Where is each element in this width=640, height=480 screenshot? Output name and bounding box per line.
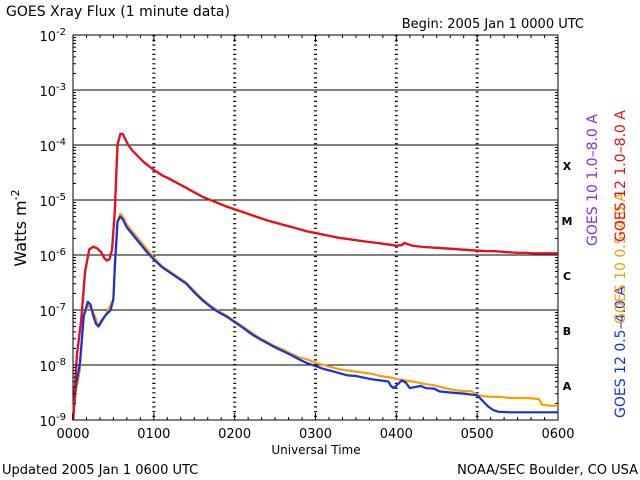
flare-class-labels: X M C B A — [562, 160, 573, 393]
x-tick-label: 0600 — [541, 427, 574, 442]
y-tick-label: 10-3 — [39, 82, 66, 100]
y-tick-base: 10 — [39, 30, 56, 45]
legend-entry: GOES 12 0.5–4.0 A — [613, 286, 629, 418]
series-layer — [71, 132, 558, 421]
y-tick-label: 10-7 — [39, 302, 66, 320]
x-axis: 0000 0100 0200 0300 0400 0500 0600 — [56, 35, 575, 442]
y-tick-exponent: -7 — [56, 302, 66, 313]
y-tick-base: 10 — [39, 140, 56, 155]
flare-class-label: A — [563, 380, 572, 393]
y-tick-label: 10-6 — [39, 247, 66, 265]
flare-class-label: B — [563, 325, 571, 338]
y-tick-exponent: -4 — [56, 137, 66, 148]
y-tick-base: 10 — [39, 85, 56, 100]
y-tick-exponent: -5 — [56, 192, 66, 203]
y-tick-label: 10-4 — [39, 137, 66, 155]
y-tick-label: 10-5 — [39, 192, 66, 210]
y-tick-base: 10 — [39, 360, 56, 375]
series-line — [71, 132, 558, 421]
updated-label: Updated 2005 Jan 1 0600 UTC — [2, 463, 198, 478]
source-label: NOAA/SEC Boulder, CO USA — [457, 463, 638, 478]
y-tick-base: 10 — [39, 195, 56, 210]
begin-time-label: Begin: 2005 Jan 1 0000 UTC — [402, 17, 584, 32]
x-tick-label: 0200 — [218, 427, 251, 442]
y-axis-label-main: Watts m — [11, 200, 30, 266]
x-tick-label: 0400 — [380, 427, 413, 442]
legend-entry: GOES 10 0.5–4.0 A — [613, 192, 629, 324]
legend-entry: GOES 12 1.0–8.0 A — [613, 110, 629, 242]
y-tick-base: 10 — [39, 415, 56, 430]
chart-title: GOES Xray Flux (1 minute data) — [6, 4, 230, 20]
y-tick-label: 10-2 — [39, 27, 66, 45]
x-tick-label: 0100 — [137, 427, 170, 442]
y-axis: 10-210-310-410-510-610-710-810-9 — [39, 27, 558, 430]
y-tick-exponent: -8 — [56, 357, 66, 368]
y-tick-base: 10 — [39, 250, 56, 265]
y-tick-exponent: -3 — [56, 82, 66, 93]
flare-class-label: C — [563, 270, 571, 283]
series-line — [71, 212, 558, 421]
series-line — [71, 215, 558, 421]
flare-class-label: X — [563, 160, 572, 173]
x-tick-label: 0000 — [56, 427, 89, 442]
x-axis-label: Universal Time — [271, 443, 360, 457]
y-axis-label-exponent: -2 — [9, 189, 22, 200]
y-tick-exponent: -6 — [56, 247, 66, 258]
x-tick-label: 0500 — [461, 427, 494, 442]
y-tick-exponent: -2 — [56, 27, 66, 38]
y-axis-label: Watts m-2 — [9, 189, 30, 266]
y-tick-exponent: -9 — [56, 412, 66, 423]
legend-entry: GOES 10 1.0–8.0 A — [585, 114, 601, 246]
y-tick-label: 10-9 — [39, 412, 66, 430]
grid-layer — [73, 89, 558, 366]
y-tick-label: 10-8 — [39, 357, 66, 375]
y-tick-base: 10 — [39, 305, 56, 320]
flare-class-label: M — [562, 215, 573, 228]
x-tick-label: 0300 — [299, 427, 332, 442]
